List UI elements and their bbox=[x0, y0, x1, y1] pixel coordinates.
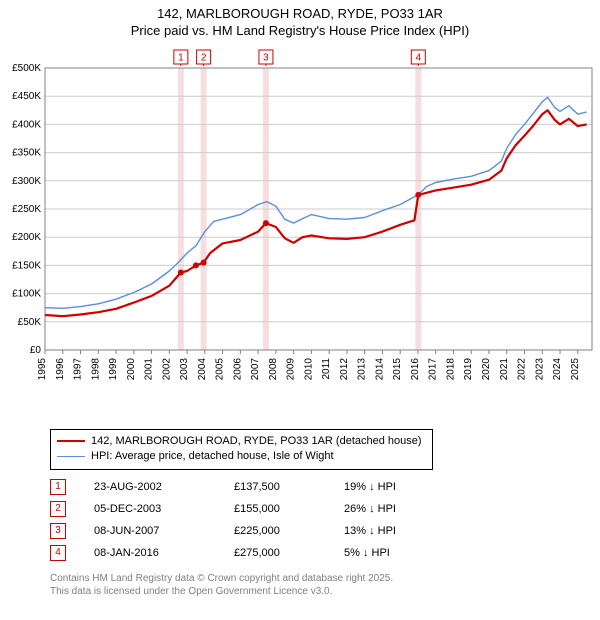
legend: 142, MARLBOROUGH ROAD, RYDE, PO33 1AR (d… bbox=[50, 429, 433, 470]
x-tick-label: 2012 bbox=[339, 357, 350, 380]
legend-label: HPI: Average price, detached house, Isle… bbox=[91, 449, 334, 464]
legend-label: 142, MARLBOROUGH ROAD, RYDE, PO33 1AR (d… bbox=[91, 434, 422, 449]
x-tick-label: 2010 bbox=[303, 357, 314, 380]
y-tick-label: £50K bbox=[18, 317, 42, 328]
sale-flag-number: 2 bbox=[201, 52, 207, 63]
x-tick-label: 2020 bbox=[481, 357, 492, 380]
sale-flag-number: 4 bbox=[416, 52, 422, 63]
sales-row: 2 05-DEC-2003£155,00026% ↓ HPI bbox=[50, 498, 600, 520]
y-tick-label: £100K bbox=[12, 288, 41, 299]
sales-row-date: 08-JAN-2016 bbox=[94, 547, 234, 559]
x-tick-label: 2023 bbox=[534, 357, 545, 380]
x-tick-label: 1995 bbox=[37, 357, 48, 380]
x-tick-label: 2004 bbox=[197, 357, 208, 380]
x-tick-label: 2017 bbox=[428, 357, 439, 380]
footer-line2: This data is licensed under the Open Gov… bbox=[50, 585, 600, 598]
x-tick-label: 2002 bbox=[161, 357, 172, 380]
title-line2: Price paid vs. HM Land Registry's House … bbox=[0, 23, 600, 40]
x-tick-label: 1999 bbox=[108, 357, 119, 380]
x-tick-label: 2003 bbox=[179, 357, 190, 380]
series-price_paid bbox=[45, 110, 587, 316]
sale-marker bbox=[263, 220, 269, 226]
legend-swatch bbox=[57, 440, 85, 442]
sales-row-price: £275,000 bbox=[234, 547, 344, 559]
sale-flag-number: 1 bbox=[178, 52, 184, 63]
sales-table: 1 23-AUG-2002£137,50019% ↓ HPI 2 05-DEC-200… bbox=[50, 476, 600, 564]
legend-item: 142, MARLBOROUGH ROAD, RYDE, PO33 1AR (d… bbox=[57, 434, 422, 449]
price-chart: £0 £50K £100K £150K £200K £250K £300K £350K £400… bbox=[0, 40, 600, 420]
sales-row-price: £137,500 bbox=[234, 481, 344, 493]
series-hpi bbox=[45, 97, 587, 308]
sale-marker bbox=[415, 192, 421, 198]
x-tick-label: 2006 bbox=[232, 357, 243, 380]
legend-swatch bbox=[57, 456, 85, 457]
x-tick-label: 2005 bbox=[215, 357, 226, 380]
x-tick-label: 2009 bbox=[286, 357, 297, 380]
sales-row-delta: 19% ↓ HPI bbox=[344, 481, 396, 493]
x-tick-label: 2001 bbox=[144, 357, 155, 380]
footer-line1: Contains HM Land Registry data © Crown c… bbox=[50, 572, 600, 585]
y-tick-label: £400K bbox=[12, 119, 41, 130]
sales-row-date: 23-AUG-2002 bbox=[94, 481, 234, 493]
sales-row-number: 1 bbox=[50, 479, 66, 495]
sales-row-date: 05-DEC-2003 bbox=[94, 503, 234, 515]
sales-row-date: 08-JUN-2007 bbox=[94, 525, 234, 537]
sale-marker bbox=[178, 269, 184, 275]
sales-row-delta: 5% ↓ HPI bbox=[344, 547, 390, 559]
x-tick-label: 2024 bbox=[552, 357, 563, 380]
chart-title: 142, MARLBOROUGH ROAD, RYDE, PO33 1AR Pr… bbox=[0, 0, 600, 40]
legend-item: HPI: Average price, detached house, Isle… bbox=[57, 449, 422, 464]
x-tick-label: 2019 bbox=[463, 357, 474, 380]
sales-row-number: 2 bbox=[50, 501, 66, 517]
title-line1: 142, MARLBOROUGH ROAD, RYDE, PO33 1AR bbox=[0, 6, 600, 23]
x-tick-label: 2007 bbox=[250, 357, 261, 380]
sales-row-delta: 13% ↓ HPI bbox=[344, 525, 396, 537]
x-tick-label: 2013 bbox=[357, 357, 368, 380]
y-tick-label: £250K bbox=[12, 204, 41, 215]
sales-row-number: 3 bbox=[50, 523, 66, 539]
x-tick-label: 2011 bbox=[321, 357, 332, 379]
sales-row-delta: 26% ↓ HPI bbox=[344, 503, 396, 515]
x-tick-label: 2014 bbox=[374, 357, 385, 380]
sale-marker bbox=[201, 259, 207, 265]
sales-row-number: 4 bbox=[50, 545, 66, 561]
footer-attribution: Contains HM Land Registry data © Crown c… bbox=[50, 572, 600, 598]
sales-row-price: £225,000 bbox=[234, 525, 344, 537]
x-tick-label: 1997 bbox=[73, 357, 84, 380]
sales-row: 1 23-AUG-2002£137,50019% ↓ HPI bbox=[50, 476, 600, 498]
sales-row: 3 08-JUN-2007£225,00013% ↓ HPI bbox=[50, 520, 600, 542]
x-tick-label: 2022 bbox=[517, 357, 528, 380]
chart-container: £0 £50K £100K £150K £200K £250K £300K £350K £400… bbox=[0, 40, 600, 425]
sales-row: 4 08-JAN-2016£275,0005% ↓ HPI bbox=[50, 542, 600, 564]
y-tick-label: £500K bbox=[12, 63, 41, 74]
sale-flag-number: 3 bbox=[263, 52, 269, 63]
y-tick-label: £450K bbox=[12, 91, 41, 102]
y-tick-label: £150K bbox=[12, 260, 41, 271]
x-tick-label: 2025 bbox=[570, 357, 581, 380]
x-tick-label: 2016 bbox=[410, 357, 421, 380]
sales-row-price: £155,000 bbox=[234, 503, 344, 515]
x-tick-label: 2015 bbox=[392, 357, 403, 380]
y-tick-label: £0 bbox=[30, 345, 42, 356]
sale-marker bbox=[193, 262, 199, 268]
y-tick-label: £300K bbox=[12, 176, 41, 187]
x-tick-label: 2021 bbox=[499, 357, 510, 380]
y-tick-label: £200K bbox=[12, 232, 41, 243]
x-tick-label: 2008 bbox=[268, 357, 279, 380]
x-tick-label: 1996 bbox=[55, 357, 66, 380]
x-tick-label: 2018 bbox=[445, 357, 456, 380]
y-tick-label: £350K bbox=[12, 147, 41, 158]
x-tick-label: 2000 bbox=[126, 357, 137, 380]
x-tick-label: 1998 bbox=[90, 357, 101, 380]
